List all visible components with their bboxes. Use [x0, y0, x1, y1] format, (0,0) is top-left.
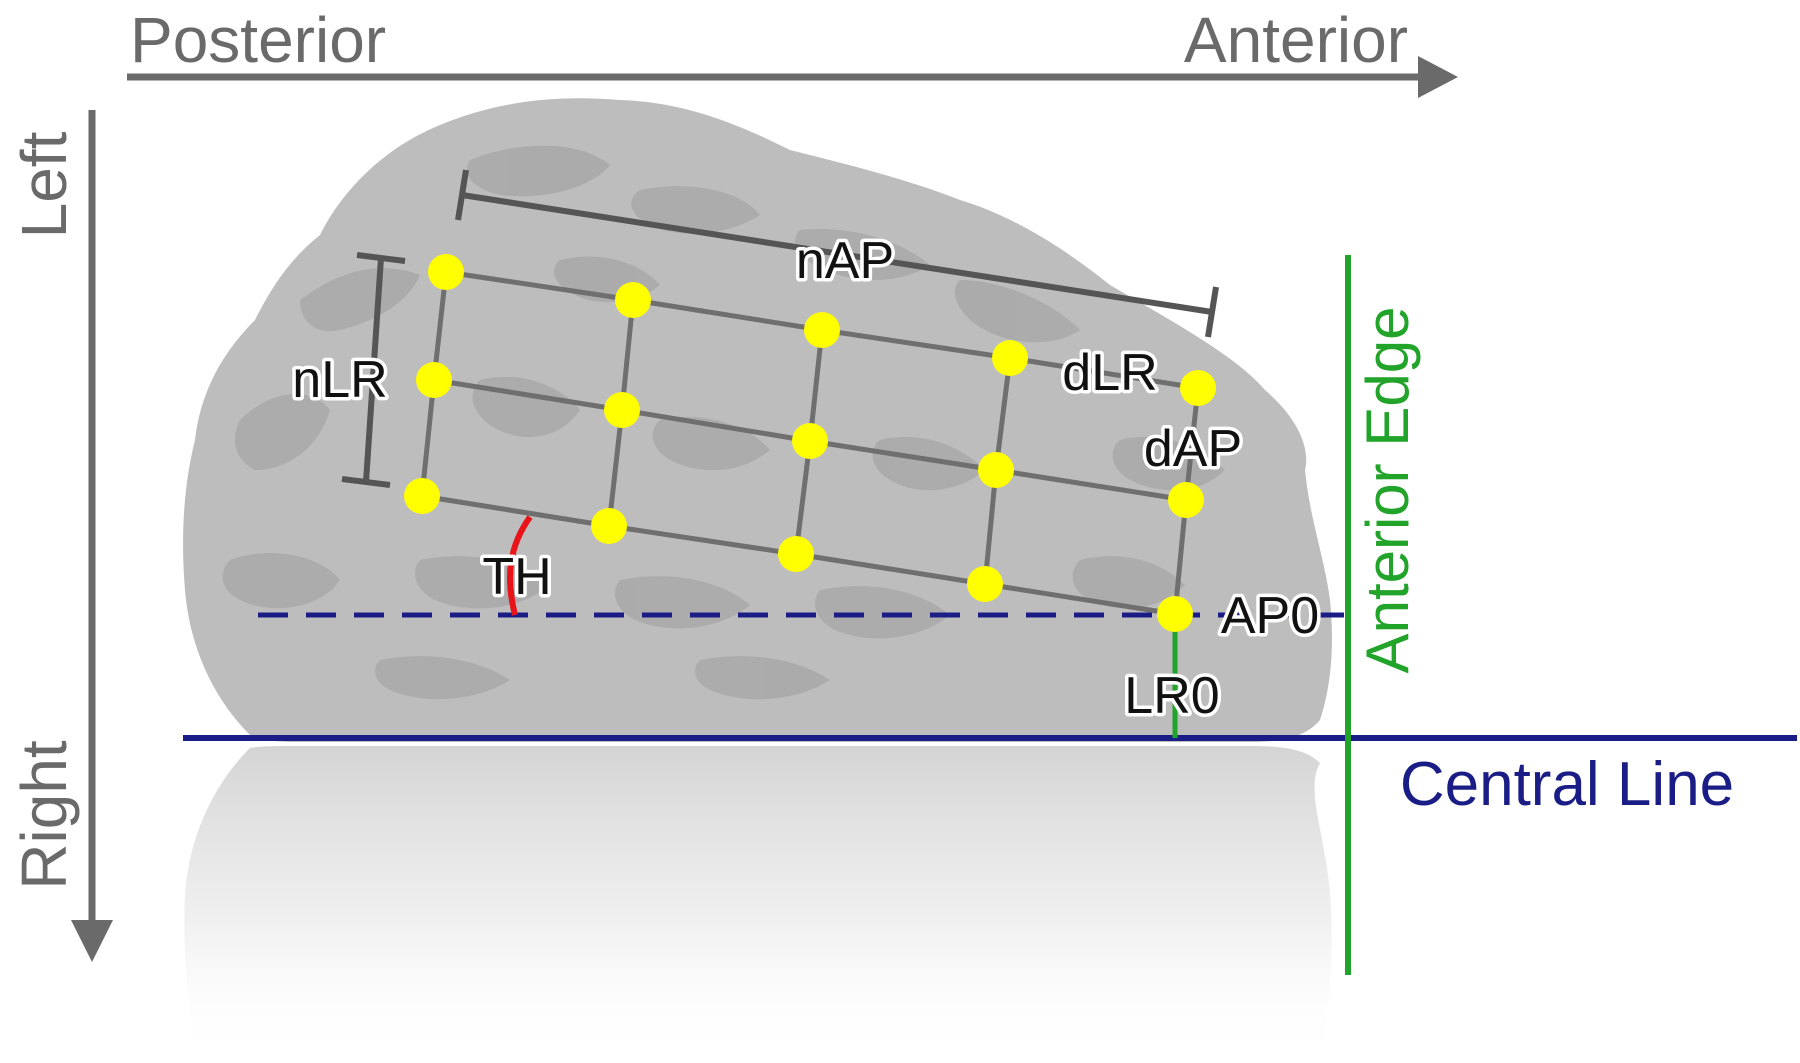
posterior-label: Posterior	[130, 4, 386, 76]
grid-column-segment	[431, 271, 449, 381]
grid-point-r1-c2	[615, 282, 651, 318]
nap-bracket	[455, 169, 1219, 338]
dap-label: dAP	[1144, 420, 1242, 478]
grid-column-segment	[419, 379, 437, 497]
th-label: TH	[482, 548, 551, 606]
dlr-label: dLR	[1062, 344, 1157, 402]
grid-row-segment	[621, 407, 811, 444]
grid-row-segment	[984, 581, 1176, 617]
grid-point-r2-c2	[604, 392, 640, 428]
nap-label: nAP	[796, 232, 894, 290]
grid-point-r3-c3	[778, 536, 814, 572]
grid-point-r1-c4	[992, 340, 1028, 376]
ap0-label: AP0	[1221, 587, 1319, 645]
grid-point-r2-c1	[416, 362, 452, 398]
grid-column-segment	[619, 299, 636, 411]
grid-point-r2-c3	[792, 423, 828, 459]
grid-column-segment	[993, 357, 1013, 471]
brain-reflection	[184, 746, 1332, 1063]
grid-column-segment	[793, 440, 813, 555]
grid-row-segment	[1009, 355, 1199, 391]
grid-column-segment	[1183, 387, 1201, 501]
lr0-label: LR0	[1124, 667, 1219, 725]
grid-row-segment	[433, 377, 623, 413]
posterior-anterior-axis	[127, 56, 1458, 98]
grid-column-segment	[1172, 499, 1189, 615]
anterior-edge-label: Anterior Edge	[1354, 307, 1421, 674]
grid-point-r1-c5	[1180, 370, 1216, 406]
arrow-down-icon	[71, 920, 113, 962]
grid-lines	[419, 269, 1201, 617]
central-line-label: Central Line	[1400, 750, 1734, 819]
theta-arc	[507, 515, 533, 616]
grid-row-segment	[445, 269, 634, 303]
grid-point-r2-c4	[978, 452, 1014, 488]
grid-point-r3-c5	[1157, 596, 1193, 632]
grid-point-r3-c2	[591, 508, 627, 544]
grid-point-r1-c1	[428, 254, 464, 290]
grid-point-r2-c5	[1168, 482, 1204, 518]
grid-points	[404, 254, 1216, 632]
nlr-label: nLR	[292, 351, 387, 409]
arrow-right-icon	[1418, 56, 1458, 98]
grid-row-segment	[995, 467, 1187, 503]
grid-row-segment	[421, 493, 610, 529]
anterior-label: Anterior	[1184, 4, 1408, 76]
grid-point-r3-c4	[967, 566, 1003, 602]
grid-row-segment	[608, 523, 797, 557]
right-label: Right	[8, 740, 80, 890]
left-right-axis	[71, 110, 113, 962]
grid-column-segment	[807, 329, 825, 442]
grid-column-segment	[982, 469, 999, 585]
brain-sulci	[222, 145, 1225, 700]
grid-row-segment	[632, 297, 823, 333]
grid-row-segment	[809, 438, 997, 473]
grid-point-r3-c1	[404, 478, 440, 514]
nlr-bracket	[341, 252, 406, 488]
grid-row-segment	[795, 551, 986, 587]
left-label: Left	[8, 131, 80, 238]
grid-row-segment	[821, 327, 1011, 361]
grid-column-segment	[606, 409, 625, 527]
grid-point-r1-c3	[804, 312, 840, 348]
